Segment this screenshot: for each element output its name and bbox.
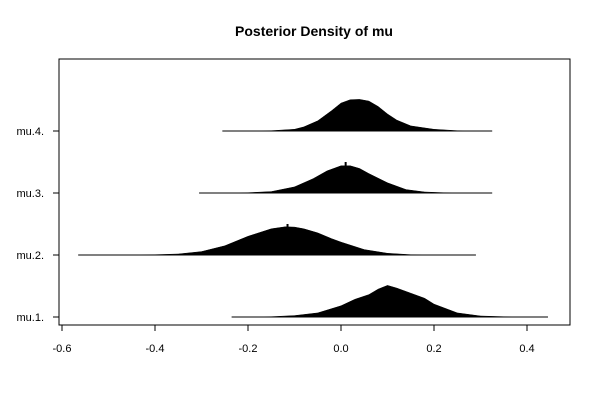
density-area [222,99,493,132]
x-tick-label: -0.4 [146,343,165,355]
y-tick-label: mu.3. [16,188,44,200]
y-tick-label: mu.4. [16,126,44,138]
x-axis: -0.6 -0.4 -0.2 0.0 0.2 0.4 [53,324,535,355]
x-tick-label: -0.6 [53,343,72,355]
y-tick-label: mu.2. [16,250,44,262]
series-layer [78,99,548,318]
series-mu1 [231,285,548,318]
x-tick-label: -0.2 [239,343,258,355]
series-mu3 [199,162,493,194]
x-tick-label: 0.0 [333,343,348,355]
series-mu4 [222,99,493,132]
y-tick-label: mu.1. [16,312,44,324]
x-tick-label: 0.2 [426,343,441,355]
chart-title: Posterior Density of mu [235,23,393,39]
density-area [78,226,476,256]
series-mu2 [78,224,476,256]
y-axis: mu.1. mu.2. mu.3. mu.4. [16,126,60,324]
density-area [231,285,548,318]
x-tick-label: 0.4 [519,343,534,355]
